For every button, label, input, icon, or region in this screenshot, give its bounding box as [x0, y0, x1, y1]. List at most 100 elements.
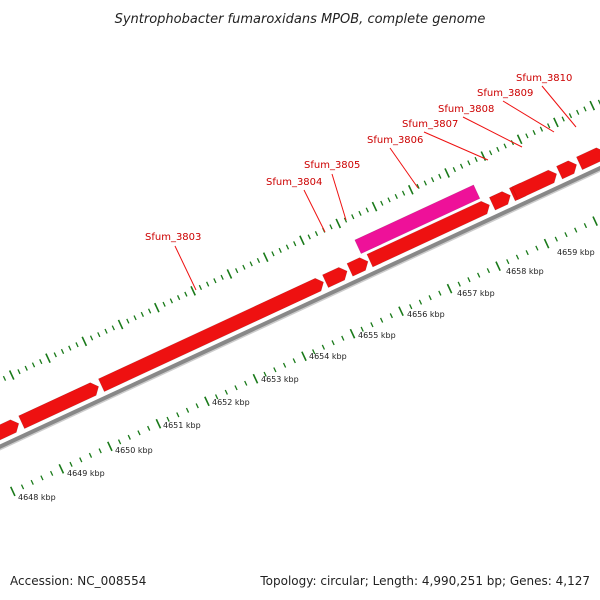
outer-tick — [45, 353, 51, 364]
scale-label: 4653 kbp — [261, 375, 299, 384]
accession-text: Accession: NC_008554 — [10, 574, 146, 588]
outer-tick — [8, 370, 15, 380]
outer-tick — [576, 109, 580, 115]
outer-tick — [176, 295, 181, 301]
genome-stats-text: Topology: circular; Length: 4,990,251 bp… — [259, 574, 590, 588]
scale-tick — [204, 396, 210, 407]
scale-tick — [349, 328, 356, 339]
outer-tick — [75, 342, 79, 348]
scale-tick — [252, 373, 259, 384]
scale-tick — [282, 362, 287, 368]
outer-tick — [503, 143, 507, 149]
scale-tick — [446, 283, 453, 294]
leader-line — [541, 85, 577, 128]
outer-tick — [184, 291, 188, 297]
outer-tick — [488, 150, 493, 156]
scale-label: 4648 kbp — [18, 493, 56, 502]
gene-arrow-1 — [18, 382, 99, 430]
outer-tick — [24, 365, 28, 371]
outer-tick — [242, 264, 246, 270]
outer-tick — [117, 319, 124, 330]
leader-line — [174, 245, 197, 291]
scale-tick — [389, 313, 393, 319]
scale-tick — [564, 232, 568, 238]
outer-tick — [97, 332, 101, 338]
scale-tick — [312, 349, 316, 355]
gene-highlight-sfum-3806 — [354, 184, 481, 255]
scale-tick — [592, 216, 598, 226]
leader-line — [303, 189, 326, 233]
scale-tick — [147, 425, 151, 431]
outer-tick — [17, 369, 21, 375]
outer-tick — [271, 251, 275, 257]
leader-line — [462, 116, 523, 148]
scale-tick — [457, 281, 461, 287]
gene-arrow-sfum-3803 — [98, 277, 324, 392]
gene-label: Sfum_3806 — [367, 135, 423, 146]
scale-label: 4655 kbp — [358, 331, 396, 340]
outer-tick — [206, 281, 210, 287]
scale-tick — [107, 441, 113, 452]
leader-line — [331, 173, 347, 221]
outer-tick — [525, 133, 529, 139]
outer-tick — [407, 184, 414, 195]
scale-tick — [515, 254, 520, 260]
outer-tick — [452, 167, 456, 173]
scale-tick — [467, 277, 471, 283]
scale-tick — [409, 304, 413, 310]
scale-tick — [398, 306, 404, 317]
outer-tick — [262, 252, 269, 263]
scale-tick — [9, 486, 16, 497]
outer-tick — [89, 335, 94, 341]
outer-tick — [162, 301, 166, 307]
outer-tick — [394, 193, 398, 200]
scale-tick — [49, 470, 54, 476]
outer-tick — [387, 197, 391, 203]
gene-arrow-sfum-3806 — [366, 200, 490, 268]
outer-tick — [2, 375, 7, 381]
gene-arrow-sfum-3807 — [488, 191, 511, 211]
scale-tick — [574, 227, 578, 233]
scale-tick — [20, 484, 25, 490]
outer-tick — [589, 100, 596, 111]
outer-tick — [516, 134, 523, 145]
scale-tick — [214, 394, 219, 400]
outer-tick — [430, 177, 435, 183]
outer-tick — [561, 116, 565, 122]
scale-tick — [379, 317, 384, 323]
gene-label-group: Sfum_3803 Sfum_3804 Sfum_3805 Sfum_3806 Sfum… — [145, 73, 572, 243]
outer-tick — [169, 298, 174, 304]
outer-tick — [444, 168, 450, 178]
leader-line — [423, 131, 489, 161]
gene-label: Sfum_3810 — [516, 73, 572, 84]
scale-label-group: 4648 kbp 4649 kbp 4650 kbp 4651 kbp 4652 kbp… — [18, 248, 595, 502]
outer-tick — [307, 234, 311, 240]
scale-tick — [360, 326, 364, 332]
gene-track — [0, 147, 600, 441]
outer-tick — [81, 336, 88, 347]
gene-arrow-0 — [0, 419, 20, 441]
scale-tick — [127, 434, 131, 440]
scale-tick — [583, 223, 588, 229]
scale-tick — [543, 238, 550, 249]
scale-tick — [195, 403, 199, 409]
scale-tick — [69, 461, 73, 467]
outer-tick — [53, 352, 57, 358]
outer-tick — [335, 218, 342, 229]
scale-tick — [58, 463, 65, 474]
outer-tick — [104, 328, 108, 334]
outer-tick — [190, 285, 196, 296]
outer-tick — [539, 126, 544, 132]
scale-tick — [486, 268, 491, 274]
outer-tick — [474, 156, 478, 163]
scale-tick — [370, 322, 374, 328]
gene-arrow-sfum-3810 — [556, 160, 577, 180]
scale-label: 4658 kbp — [506, 267, 544, 276]
scale-tick — [263, 371, 267, 377]
scale-label: 4654 kbp — [309, 352, 347, 361]
gene-label: Sfum_3805 — [304, 160, 360, 171]
scale-tick — [234, 385, 238, 391]
backbone-shadow — [0, 168, 600, 451]
outer-tick — [358, 210, 362, 216]
scale-tick — [185, 407, 190, 413]
